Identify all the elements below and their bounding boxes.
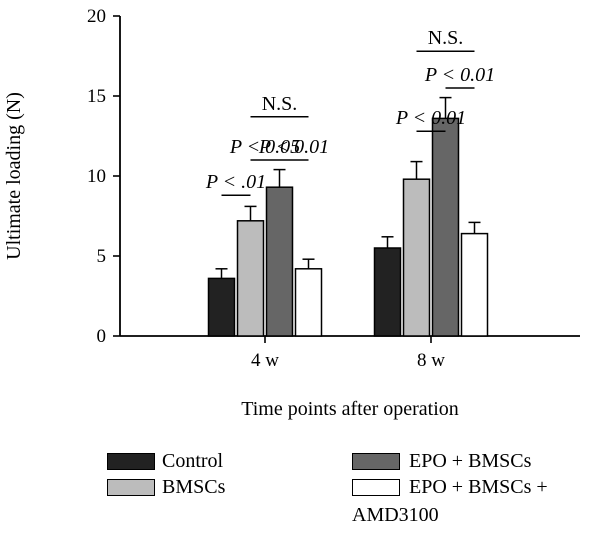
legend-label-control: Control bbox=[162, 450, 224, 472]
significance-label: P < 0.05 bbox=[229, 136, 300, 158]
bar bbox=[207, 277, 236, 337]
y-tick-label: 5 bbox=[97, 246, 107, 267]
legend-label-epo-bmscs-amd3100: EPO + BMSCs + bbox=[409, 476, 548, 498]
bar bbox=[294, 268, 323, 337]
x-tick-label: 4 w bbox=[251, 350, 279, 371]
y-tick-label: 10 bbox=[87, 166, 106, 187]
bar bbox=[431, 117, 460, 337]
significance-label: N.S. bbox=[262, 93, 298, 115]
significance-label: P < 0.01 bbox=[395, 107, 466, 129]
bar bbox=[265, 186, 294, 337]
legend-label-epo-bmscs: EPO + BMSCs bbox=[409, 450, 532, 472]
significance-label: P < .01 bbox=[205, 171, 266, 193]
bar bbox=[402, 178, 431, 337]
legend-swatch-epo-bmscs bbox=[352, 453, 400, 470]
significance-label: N.S. bbox=[428, 27, 464, 49]
bar bbox=[373, 247, 402, 337]
bar bbox=[460, 232, 489, 337]
y-axis-title: Ultimate loading (N) bbox=[3, 92, 25, 260]
significance-label: P < 0.01 bbox=[258, 136, 329, 158]
bar bbox=[236, 220, 265, 337]
x-axis-title: Time points after operation bbox=[241, 398, 459, 420]
legend-label-epo-bmscs-amd3100-line2: AMD3100 bbox=[352, 504, 439, 526]
y-tick-label: 20 bbox=[87, 6, 106, 27]
legend-swatch-control bbox=[107, 453, 155, 470]
y-tick-label: 0 bbox=[97, 326, 107, 347]
legend-swatch-epo-bmscs-amd3100 bbox=[352, 479, 400, 496]
x-tick-label: 8 w bbox=[417, 350, 445, 371]
y-tick-label: 15 bbox=[87, 86, 106, 107]
legend-label-bmscs: BMSCs bbox=[162, 476, 226, 498]
significance-label: P < 0.01 bbox=[424, 64, 495, 86]
legend-swatch-bmscs bbox=[107, 479, 155, 496]
